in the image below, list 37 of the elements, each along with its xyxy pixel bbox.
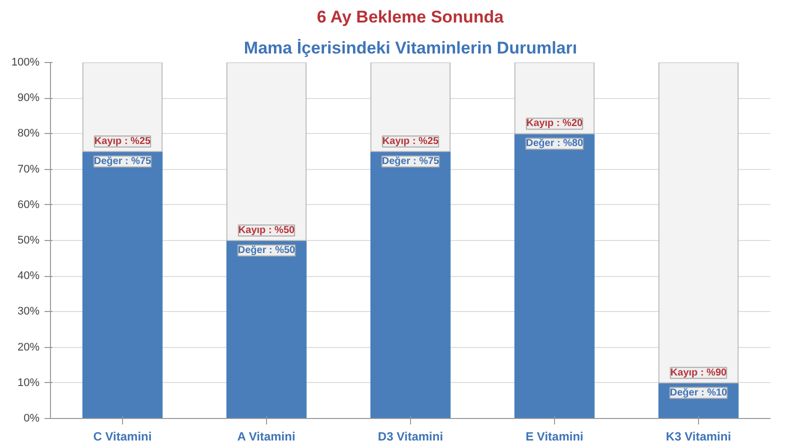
data-label: Kayıp : %20 bbox=[526, 118, 584, 130]
x-tick-label: E Vitamini bbox=[526, 430, 584, 444]
bar bbox=[514, 62, 595, 134]
bar bbox=[514, 133, 595, 418]
data-label: Kayıp : %50 bbox=[238, 225, 296, 236]
x-tick-label: A Vitamini bbox=[237, 430, 296, 444]
y-tick-label: 60% bbox=[17, 198, 40, 211]
data-label: Değer : %75 bbox=[94, 156, 152, 167]
y-tick-label: 30% bbox=[17, 306, 40, 318]
y-tick-label: 80% bbox=[17, 128, 40, 140]
bar bbox=[658, 62, 739, 384]
y-tick-label: 10% bbox=[17, 376, 40, 389]
y-tick-label: 50% bbox=[17, 234, 40, 246]
bar bbox=[370, 62, 451, 152]
chart-subtitle: Mama İçerisindeki Vitaminlerin Durumları bbox=[244, 38, 578, 58]
x-tick-label: C Vitamini bbox=[93, 430, 152, 444]
x-tick-label: K3 Vitamini bbox=[666, 430, 732, 444]
data-label: Kayıp : %25 bbox=[94, 136, 152, 147]
data-label: Değer : %80 bbox=[526, 138, 584, 150]
x-tick-label: D3 Vitamini bbox=[378, 430, 444, 444]
data-label: Kayıp : %90 bbox=[670, 367, 728, 378]
y-tick-label: 0% bbox=[24, 412, 40, 424]
data-label: Değer : %10 bbox=[670, 387, 728, 398]
data-label: Değer : %50 bbox=[238, 245, 296, 256]
chart-title: 6 Ay Bekleme Sonunda bbox=[316, 8, 504, 26]
y-tick-label: 90% bbox=[17, 92, 40, 104]
y-tick-label: 20% bbox=[17, 341, 40, 354]
data-label: Değer : %75 bbox=[382, 156, 440, 167]
bar bbox=[226, 62, 307, 241]
bar bbox=[82, 62, 163, 152]
y-tick-label: 40% bbox=[17, 270, 40, 282]
y-tick-label: 100% bbox=[11, 56, 40, 68]
bar bbox=[226, 240, 307, 418]
data-label: Kayıp : %25 bbox=[382, 136, 440, 147]
bar bbox=[82, 151, 163, 418]
y-tick-label: 70% bbox=[17, 163, 40, 176]
bar bbox=[370, 151, 451, 418]
